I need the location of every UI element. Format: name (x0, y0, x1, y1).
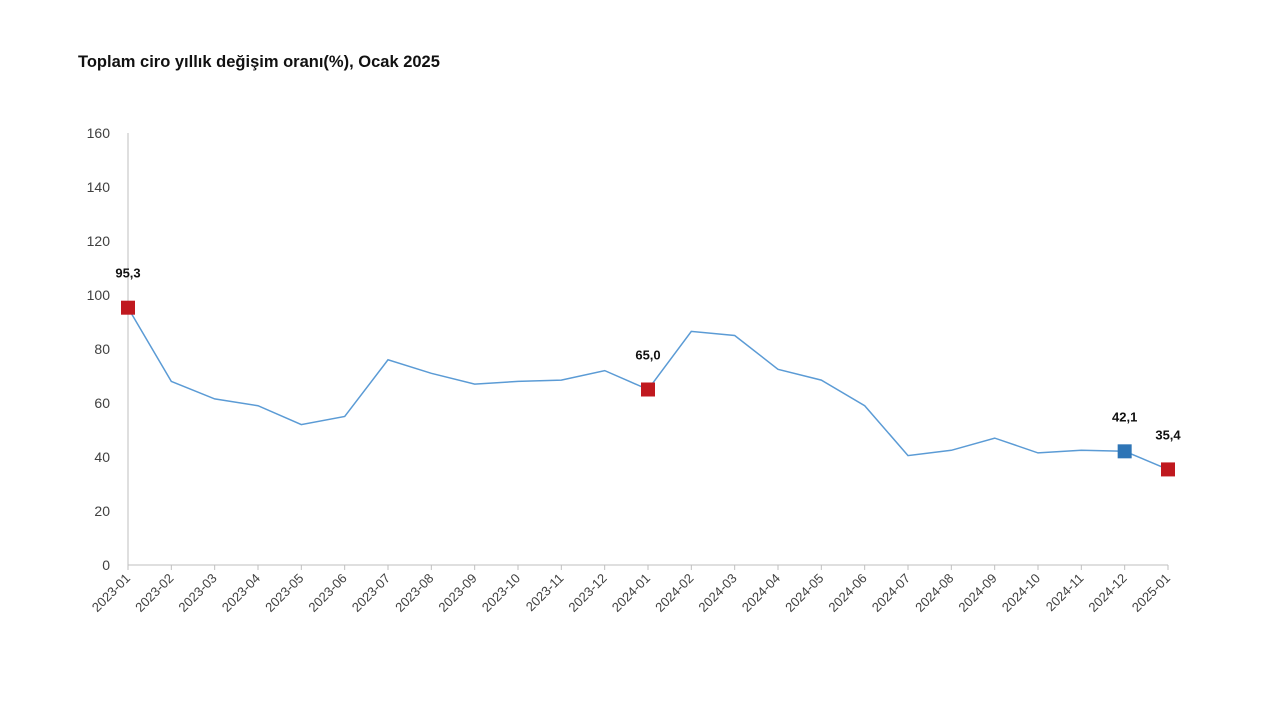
y-tick-label: 40 (94, 449, 110, 465)
x-tick-label: 2024-08 (912, 571, 956, 615)
x-tick-label: 2023-08 (392, 571, 436, 615)
highlight-marker (1161, 462, 1175, 477)
data-label: 65,0 (635, 348, 660, 363)
y-tick-label: 160 (87, 125, 111, 141)
x-tick-label: 2025-01 (1129, 571, 1173, 615)
x-tick-label: 2023-12 (565, 571, 609, 615)
x-tick-label: 2023-03 (175, 571, 219, 615)
y-axis-ticks: 0 20 40 60 80 100 120 140 160 (87, 125, 111, 573)
data-label: 95,3 (115, 266, 140, 281)
x-tick-label: 2024-09 (955, 571, 999, 615)
x-tick-label: 2024-02 (652, 571, 696, 615)
y-tick-label: 140 (87, 179, 111, 195)
y-tick-label: 0 (102, 557, 110, 573)
data-label: 42,1 (1112, 409, 1137, 424)
x-tick-label: 2024-10 (999, 571, 1043, 615)
x-tick-label: 2023-10 (479, 571, 523, 615)
highlight-marker (641, 382, 655, 397)
x-tick-label: 2024-04 (739, 571, 783, 615)
x-tick-label: 2024-12 (1085, 571, 1129, 615)
x-tick-label: 2023-04 (219, 571, 263, 615)
y-tick-label: 80 (94, 341, 110, 357)
x-tick-label: 2023-02 (132, 571, 176, 615)
y-tick-label: 60 (94, 395, 110, 411)
chart-title: Toplam ciro yıllık değişim oranı(%), Oca… (78, 53, 440, 71)
highlight-markers (121, 300, 1175, 477)
x-tick-label: 2023-11 (523, 571, 567, 615)
x-tick-label: 2024-01 (609, 571, 653, 615)
x-tick-label: 2023-06 (305, 571, 349, 615)
x-tick-label: 2023-05 (262, 571, 306, 615)
x-tick-label: 2024-07 (869, 571, 913, 615)
x-tick-label: 2024-06 (825, 571, 869, 615)
x-tick-label: 2023-09 (435, 571, 479, 615)
data-label: 35,4 (1155, 427, 1181, 442)
data-labels: 95,3 65,0 42,1 35,4 (115, 266, 1181, 443)
x-tick-label: 2023-01 (89, 571, 133, 615)
highlight-marker (1117, 444, 1132, 459)
x-tick-label: 2024-11 (1043, 571, 1087, 615)
y-tick-label: 100 (87, 287, 111, 303)
x-tick-label: 2024-05 (782, 571, 826, 615)
x-axis-ticks: 2023-012023-022023-032023-042023-052023-… (89, 565, 1173, 615)
x-tick-label: 2023-07 (349, 571, 393, 615)
y-tick-label: 20 (94, 503, 110, 519)
y-tick-label: 120 (87, 233, 111, 249)
x-tick-label: 2024-03 (695, 571, 739, 615)
highlight-marker (121, 300, 135, 315)
